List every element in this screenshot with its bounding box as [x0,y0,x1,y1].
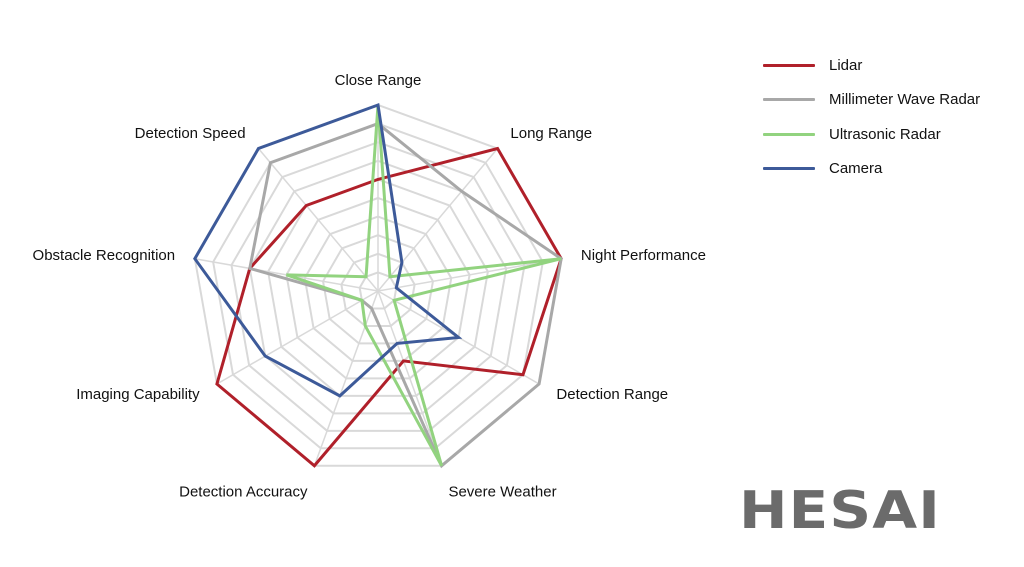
axis-label-night-performance: Night Performance [581,247,706,264]
grid-ring [212,122,544,450]
grid-ring [267,178,489,397]
axis-label-obstacle-recognition: Obstacle Recognition [33,247,176,264]
axis-spoke [377,148,499,292]
series-line-ultrasonic-radar [285,104,562,467]
axis-spoke [377,290,443,467]
grid-ring [285,196,471,380]
series-line-camera [193,102,463,398]
legend-swatch-camera [763,167,815,171]
axis-label-detection-accuracy: Detection Accuracy [179,484,308,501]
legend-swatch-millimeter-wave-radar [763,98,815,102]
axis-spoke [216,290,379,385]
radar-axis-labels: Close Range Long Range Night Performance De… [33,72,706,501]
legend-label-lidar: Lidar [829,56,863,74]
chart-legend: Lidar Millimeter Wave Radar Ultrasonic R… [763,48,980,186]
grid-ring [248,159,508,415]
legend-item-ultrasonic-radar: Ultrasonic Radar [763,117,980,152]
axis-spoke [313,290,379,467]
radar-series [193,102,563,469]
axis-label-imaging-capability: Imaging Capability [76,386,200,403]
axis-label-detection-range: Detection Range [556,386,668,403]
axis-label-long-range: Long Range [510,125,592,142]
legend-item-camera: Camera [763,152,980,187]
axis-spoke [377,257,562,292]
hesai-logo-text: HESAI [739,482,941,532]
axis-label-close-range: Close Range [335,72,422,89]
legend-swatch-lidar [763,63,815,67]
series-line-millimeter-wave-radar [248,121,563,469]
legend-swatch-ultrasonic-radar [763,132,815,136]
legend-item-millimeter-wave-radar: Millimeter Wave Radar [763,83,980,118]
axis-label-severe-weather: Severe Weather [448,484,556,501]
grid-ring [358,271,398,310]
hesai-logo: HESAI [739,482,941,532]
grid-ring [321,234,435,345]
series-line-lidar [215,146,563,468]
axis-spoke [257,148,379,292]
axis-label-detection-speed: Detection Speed [135,125,246,142]
legend-label-millimeter-wave-radar: Millimeter Wave Radar [829,91,981,109]
grid-ring [230,141,526,432]
legend-item-lidar: Lidar [763,48,980,83]
legend-label-camera: Camera [829,160,883,178]
legend-label-ultrasonic-radar: Ultrasonic Radar [829,125,941,143]
